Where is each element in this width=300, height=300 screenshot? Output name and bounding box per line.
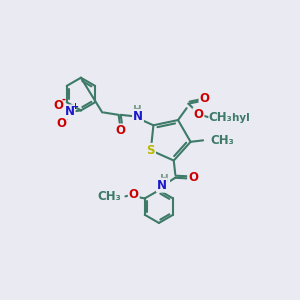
Text: H: H bbox=[160, 174, 169, 184]
Text: +: + bbox=[71, 102, 78, 111]
Text: O: O bbox=[194, 108, 203, 121]
Text: N: N bbox=[64, 105, 75, 119]
Text: O: O bbox=[129, 188, 139, 201]
Text: O: O bbox=[116, 124, 126, 137]
Text: N: N bbox=[133, 110, 143, 123]
Text: O: O bbox=[56, 117, 66, 130]
Text: H: H bbox=[133, 105, 142, 115]
Text: O: O bbox=[188, 171, 198, 184]
Text: O: O bbox=[53, 99, 63, 112]
Text: S: S bbox=[146, 144, 155, 157]
Text: N: N bbox=[157, 179, 167, 192]
Text: CH₃: CH₃ bbox=[97, 190, 121, 203]
Text: CH₃: CH₃ bbox=[210, 134, 234, 147]
Text: CH₃: CH₃ bbox=[208, 111, 232, 124]
Text: O: O bbox=[200, 92, 209, 105]
Text: -: - bbox=[62, 95, 66, 105]
Text: methyl: methyl bbox=[209, 113, 250, 123]
